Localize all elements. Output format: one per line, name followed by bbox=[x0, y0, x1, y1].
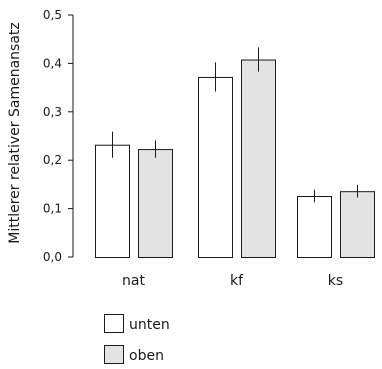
bar-oben-kf bbox=[241, 59, 276, 258]
bar-oben-ks bbox=[340, 191, 375, 258]
y-axis-title: Mittlerer relativer Samenansatz bbox=[7, 22, 23, 243]
bars bbox=[95, 59, 375, 259]
y-tick-label: 0,2 bbox=[43, 153, 62, 167]
bar-unten-ks bbox=[297, 196, 332, 259]
x-axis-labels: nat kf ks bbox=[122, 273, 343, 289]
error-bars bbox=[112, 47, 358, 203]
bar-unten-kf bbox=[198, 76, 233, 259]
bar-unten-nat bbox=[95, 144, 130, 259]
legend-swatch-unten bbox=[104, 314, 124, 333]
y-tick-label: 0,4 bbox=[43, 56, 62, 70]
y-axis: 0,0 0,1 0,2 0,3 0,4 0,5 bbox=[43, 8, 74, 264]
y-tick-label: 0,0 bbox=[43, 250, 62, 264]
legend-label-oben: oben bbox=[129, 348, 164, 364]
legend: unten oben bbox=[104, 314, 170, 364]
legend-label-unten: unten bbox=[129, 317, 170, 333]
y-tick-label: 0,5 bbox=[43, 8, 62, 22]
y-tick-label: 0,3 bbox=[43, 105, 62, 119]
x-tick-label-kf: kf bbox=[230, 273, 244, 289]
x-tick-label-nat: nat bbox=[122, 273, 145, 289]
bar-oben-nat bbox=[138, 149, 173, 258]
y-tick-label: 0,1 bbox=[43, 202, 62, 216]
x-tick-label-ks: ks bbox=[328, 273, 343, 289]
legend-swatch-oben bbox=[104, 345, 124, 364]
